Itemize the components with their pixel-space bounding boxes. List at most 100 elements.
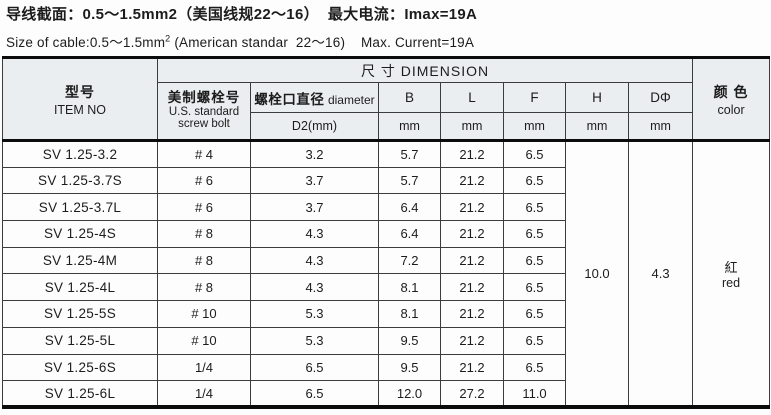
l-cell: 21.2 bbox=[440, 326, 504, 355]
header-col-L: L bbox=[440, 82, 504, 113]
header-color-zh: 颜 色 bbox=[713, 83, 749, 100]
l-cell: 21.2 bbox=[440, 353, 504, 382]
f-cell: 6.5 bbox=[503, 166, 566, 195]
l-cell: 21.2 bbox=[440, 166, 504, 195]
d2-cell: 3.2 bbox=[250, 139, 379, 168]
d2-cell: 6.5 bbox=[250, 380, 379, 408]
item-no-cell: SV 1.25-4M bbox=[2, 246, 158, 275]
item-no-cell: SV 1.25-4S bbox=[2, 220, 158, 248]
b-cell: 8.1 bbox=[378, 273, 441, 302]
table-row: SV 1.25-6L 1/4 6.5 12.0 27.2 11.0 bbox=[2, 380, 770, 408]
header-unit-H: mm bbox=[565, 112, 629, 141]
spec-intro: 导线截面：0.5～1.5mm2（美国线规22～16） 最大电流：Imax=19A… bbox=[6, 3, 771, 51]
d2-cell: 5.3 bbox=[250, 300, 379, 328]
cable-size-text-rest: (American standar 22～16) Max. Current=19… bbox=[170, 35, 475, 50]
f-cell: 6.5 bbox=[503, 300, 566, 328]
header-unit-L: mm bbox=[440, 112, 504, 141]
table-row: SV 1.25-3.7S # 6 3.7 5.7 21.2 6.5 bbox=[2, 166, 770, 195]
screw-cell: # 6 bbox=[157, 193, 251, 222]
header-col-Dphi: DΦ bbox=[627, 82, 694, 113]
f-cell: 6.5 bbox=[503, 326, 566, 355]
f-cell: 6.5 bbox=[503, 273, 566, 302]
d2-cell: 5.3 bbox=[250, 326, 379, 355]
l-cell: 21.2 bbox=[440, 300, 504, 328]
header-screw-bolt-en1: U.S. standard bbox=[168, 105, 240, 118]
header-diameter-zh: 螺栓口直径 bbox=[254, 91, 325, 107]
d2-cell: 3.7 bbox=[250, 193, 379, 222]
dphi-merged-cell: 4.3 bbox=[627, 139, 694, 408]
table-row: SV 1.25-3.2 # 4 3.2 5.7 21.2 6.5 10.0 4.… bbox=[2, 139, 771, 408]
header-dimension: 尺 寸 DIMENSION bbox=[156, 57, 694, 83]
item-no-cell: SV 1.25-6L bbox=[2, 380, 158, 408]
f-cell: 6.5 bbox=[503, 353, 566, 382]
header-diameter-en: diameter bbox=[327, 92, 375, 107]
screw-cell: # 8 bbox=[157, 246, 251, 275]
item-no-cell: SV 1.25-4L bbox=[2, 273, 158, 302]
screw-cell: # 8 bbox=[157, 273, 251, 302]
f-cell: 6.5 bbox=[503, 139, 566, 168]
item-no-cell: SV 1.25-5L bbox=[2, 326, 158, 355]
d2-cell: 4.3 bbox=[250, 220, 379, 248]
l-cell: 21.2 bbox=[440, 220, 504, 248]
color-value-en: red bbox=[722, 276, 741, 291]
header-unit-Dphi: mm bbox=[627, 112, 694, 141]
spec-line-chinese: 导线截面：0.5～1.5mm2（美国线规22～16） 最大电流：Imax=19A bbox=[6, 6, 478, 23]
l-cell: 21.2 bbox=[440, 273, 504, 302]
item-no-cell: SV 1.25-5S bbox=[2, 300, 158, 328]
b-cell: 5.7 bbox=[378, 166, 441, 195]
header-screw-bolt: 美制螺栓号 U.S. standard screw bolt bbox=[157, 82, 251, 141]
d2-cell: 3.7 bbox=[250, 166, 379, 195]
item-no-cell: SV 1.25-3.2 bbox=[2, 139, 158, 168]
screw-cell: 1/4 bbox=[157, 380, 251, 408]
l-cell: 21.2 bbox=[440, 246, 504, 275]
b-cell: 12.0 bbox=[378, 380, 441, 408]
spec-line-english: Size of cable:0.5～1.5mm2 (American stand… bbox=[6, 31, 771, 51]
header-col-F: F bbox=[503, 82, 566, 113]
header-color: 颜 色 color bbox=[692, 57, 771, 141]
l-cell: 21.2 bbox=[440, 139, 504, 168]
b-cell: 5.7 bbox=[378, 139, 441, 168]
d2-cell: 6.5 bbox=[250, 353, 379, 382]
item-no-cell: SV 1.25-3.7L bbox=[2, 193, 158, 222]
screw-cell: 1/4 bbox=[157, 353, 251, 382]
b-cell: 9.5 bbox=[378, 353, 441, 382]
color-value-zh: 紅 bbox=[724, 260, 738, 276]
screw-cell: # 4 bbox=[157, 139, 251, 168]
h-merged-cell: 10.0 bbox=[565, 139, 629, 408]
l-cell: 27.2 bbox=[440, 380, 504, 408]
header-col-B: B bbox=[378, 82, 441, 113]
cable-size-text: Size of cable:0.5～1.5mm bbox=[6, 35, 166, 50]
b-cell: 7.2 bbox=[378, 246, 441, 275]
squared-superscript: 2 bbox=[165, 33, 171, 44]
item-no-cell: SV 1.25-6S bbox=[2, 353, 158, 382]
l-cell: 21.2 bbox=[440, 193, 504, 222]
d2-cell: 4.3 bbox=[250, 273, 379, 302]
b-cell: 8.1 bbox=[378, 300, 441, 328]
table-row: SV 1.25-3.7L # 6 3.7 6.4 21.2 6.5 bbox=[2, 193, 770, 222]
f-cell: 11.0 bbox=[503, 380, 566, 408]
header-color-en: color bbox=[717, 103, 745, 118]
d2-cell: 4.3 bbox=[250, 246, 379, 275]
b-cell: 6.4 bbox=[378, 220, 441, 248]
header-screw-bolt-zh: 美制螺栓号 bbox=[167, 89, 241, 105]
table-row: SV 1.25-4L # 8 4.3 8.1 21.2 6.5 bbox=[2, 273, 770, 302]
header-diameter: 螺栓口直径 diameter bbox=[250, 82, 379, 113]
screw-cell: # 10 bbox=[157, 326, 251, 355]
screw-cell: # 8 bbox=[157, 220, 251, 248]
table-row: SV 1.25-4M # 8 4.3 7.2 21.2 6.5 bbox=[2, 246, 770, 275]
header-unit-B: mm bbox=[378, 112, 441, 141]
header-item-no-zh: 型号 bbox=[65, 83, 95, 100]
header-item-no-en: ITEM NO bbox=[53, 103, 107, 118]
screw-cell: # 10 bbox=[157, 300, 251, 328]
f-cell: 6.5 bbox=[503, 246, 566, 275]
header-unit-F: mm bbox=[503, 112, 566, 141]
header-screw-bolt-en2: screw bolt bbox=[178, 118, 230, 131]
table-body: SV 1.25-3.2 # 4 3.2 5.7 21.2 6.5 10.0 4.… bbox=[2, 139, 771, 408]
f-cell: 6.5 bbox=[503, 220, 566, 248]
header-col-H: H bbox=[565, 82, 629, 113]
header-d2-unit: D2(mm) bbox=[250, 112, 379, 141]
table-header: 型号 ITEM NO 尺 寸 DIMENSION 颜 色 color 美制螺栓号… bbox=[2, 57, 771, 141]
b-cell: 9.5 bbox=[378, 326, 441, 355]
f-cell: 6.5 bbox=[503, 193, 566, 222]
header-item-no: 型号 ITEM NO bbox=[2, 57, 158, 141]
